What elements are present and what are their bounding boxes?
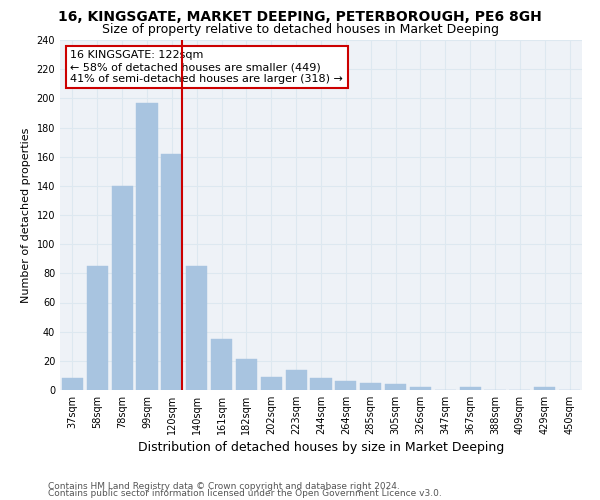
Bar <box>261 377 282 390</box>
Bar <box>335 381 356 390</box>
Bar <box>410 387 431 390</box>
Bar <box>62 378 83 390</box>
Bar <box>385 384 406 390</box>
Bar <box>360 382 381 390</box>
Text: Size of property relative to detached houses in Market Deeping: Size of property relative to detached ho… <box>101 22 499 36</box>
Text: Contains public sector information licensed under the Open Government Licence v3: Contains public sector information licen… <box>48 489 442 498</box>
Bar <box>236 360 257 390</box>
Bar <box>460 387 481 390</box>
Bar <box>112 186 133 390</box>
Y-axis label: Number of detached properties: Number of detached properties <box>21 128 31 302</box>
Text: Contains HM Land Registry data © Crown copyright and database right 2024.: Contains HM Land Registry data © Crown c… <box>48 482 400 491</box>
Bar <box>161 154 182 390</box>
Bar <box>87 266 108 390</box>
Bar <box>136 102 158 390</box>
Text: 16 KINGSGATE: 122sqm
← 58% of detached houses are smaller (449)
41% of semi-deta: 16 KINGSGATE: 122sqm ← 58% of detached h… <box>70 50 343 84</box>
Bar <box>534 387 555 390</box>
Text: 16, KINGSGATE, MARKET DEEPING, PETERBOROUGH, PE6 8GH: 16, KINGSGATE, MARKET DEEPING, PETERBORO… <box>58 10 542 24</box>
Bar <box>310 378 332 390</box>
Bar <box>186 266 207 390</box>
X-axis label: Distribution of detached houses by size in Market Deeping: Distribution of detached houses by size … <box>138 441 504 454</box>
Bar <box>211 339 232 390</box>
Bar <box>286 370 307 390</box>
